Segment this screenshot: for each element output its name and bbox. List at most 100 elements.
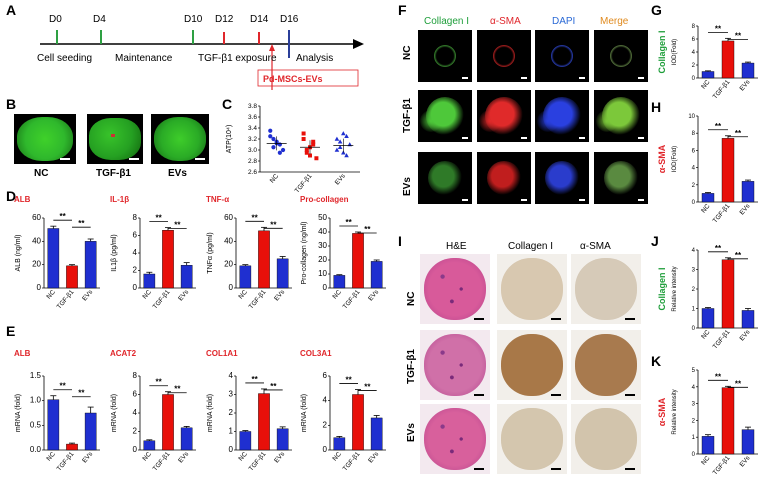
y-tick-label: 10 bbox=[318, 269, 327, 278]
data-point bbox=[304, 148, 309, 152]
y-tick-label: 40 bbox=[224, 236, 233, 245]
x-tick-label: EVs bbox=[367, 450, 381, 464]
phase-label: Analysis bbox=[296, 53, 333, 64]
panel-label-e: E bbox=[6, 323, 16, 339]
y-tick-label: 10 bbox=[688, 114, 695, 120]
y-axis-label: IOD(Fold) bbox=[672, 146, 678, 172]
data-point bbox=[344, 133, 349, 139]
y-tick-label: 2 bbox=[133, 266, 138, 275]
y-tick-label: 3 bbox=[692, 268, 696, 274]
bar bbox=[721, 40, 735, 79]
bar bbox=[143, 273, 156, 289]
data-point bbox=[280, 147, 286, 153]
y-tick-label: 4 bbox=[229, 371, 234, 380]
panel-label-d: D bbox=[6, 188, 17, 204]
y-tick-label: 8 bbox=[692, 24, 696, 30]
y-tick-label: 20 bbox=[318, 255, 327, 264]
day-label: D14 bbox=[250, 14, 269, 25]
bar bbox=[721, 138, 735, 203]
sig-mark: ** bbox=[60, 382, 67, 391]
y-tick-label: 3.8 bbox=[248, 103, 257, 110]
y-tick-label: 4 bbox=[692, 166, 696, 172]
y-tick-label: 3 bbox=[229, 390, 234, 399]
x-tick-label: NC bbox=[700, 329, 712, 341]
bar bbox=[84, 241, 97, 289]
bar bbox=[239, 431, 252, 451]
x-tick-label: TGF-β1 bbox=[342, 288, 362, 310]
histology-image bbox=[420, 404, 490, 474]
y-tick-label: 6 bbox=[133, 231, 138, 240]
y-tick-label: 8 bbox=[133, 371, 138, 380]
histology-image bbox=[497, 404, 567, 474]
histology-image bbox=[571, 330, 641, 400]
bar bbox=[741, 181, 755, 203]
group-label: NC bbox=[34, 168, 49, 179]
bar bbox=[370, 261, 383, 289]
histo-column-label: α-SMA bbox=[580, 241, 611, 252]
chart-title: ALB bbox=[14, 195, 31, 204]
y-axis-label: mRNA (fold) bbox=[111, 394, 118, 432]
x-tick-label: TGF-β1 bbox=[56, 288, 76, 310]
sig-mark: ** bbox=[715, 244, 722, 253]
procollagen-chart: Pro-collagen Pro-collagen (ng/ml) 0 10 20 30 4… bbox=[300, 195, 386, 311]
y-tick-label: 1 bbox=[229, 427, 234, 436]
y-tick-label: 8 bbox=[692, 131, 696, 137]
y-tick-label: 0 bbox=[229, 283, 234, 292]
bar bbox=[352, 233, 364, 289]
y-axis-label: mRNA (fold) bbox=[15, 394, 22, 432]
data-point bbox=[341, 131, 346, 136]
bar bbox=[239, 265, 252, 289]
chart-title: IL-1β bbox=[110, 195, 129, 204]
x-tick-label: EVs bbox=[273, 450, 287, 464]
x-tick-label: TGF-β1 bbox=[342, 450, 362, 472]
bar bbox=[180, 265, 193, 289]
bar bbox=[721, 259, 735, 329]
y-tick-label: 0 bbox=[692, 76, 696, 82]
y-tick-label: 0 bbox=[133, 445, 138, 454]
collagen-iod-chart: Collagen I IOD(Fold) 0 2 4 6 8 NC TGF-β1 EVs ** ** bbox=[657, 24, 758, 98]
panel-label-a: A bbox=[6, 2, 17, 18]
x-tick-label: TGF-β1 bbox=[712, 202, 732, 224]
sig-mark: ** bbox=[270, 382, 277, 391]
sig-mark: ** bbox=[270, 220, 277, 229]
if-image bbox=[418, 30, 472, 82]
x-tick-label: NC bbox=[237, 289, 249, 301]
if-image bbox=[535, 152, 589, 204]
asma-iod-chart: α-SMA IOD(Fold) 0 2 4 6 8 10 NC TGF-β1 EVs ** ** bbox=[657, 114, 758, 225]
data-point bbox=[277, 150, 282, 155]
day-label: D10 bbox=[184, 14, 203, 25]
if-row-label: EVs bbox=[402, 177, 413, 196]
x-tick-label: EVs bbox=[81, 450, 95, 464]
timeline-diagram: D0 D4 D10 D12 D14 D16 Cell seeding Maint… bbox=[37, 14, 364, 90]
sig-mark: ** bbox=[156, 214, 163, 223]
histo-row-label: EVs bbox=[406, 423, 417, 442]
x-tick-label: TGF-β1 bbox=[152, 288, 172, 310]
y-axis-label: Relative intensity bbox=[672, 389, 678, 434]
sig-mark: ** bbox=[78, 219, 85, 228]
x-tick-label: EVs bbox=[177, 288, 191, 302]
x-tick-label: EVs bbox=[177, 450, 191, 464]
sig-mark: ** bbox=[364, 225, 371, 234]
panel-label-h: H bbox=[651, 99, 662, 115]
x-tick-label: NC bbox=[331, 289, 343, 301]
x-tick-label: EVs bbox=[739, 454, 753, 468]
y-tick-label: 3.4 bbox=[248, 125, 257, 132]
if-image bbox=[594, 30, 648, 82]
sig-mark: ** bbox=[715, 372, 722, 381]
y-tick-label: 30 bbox=[318, 241, 327, 250]
x-tick-label: NC bbox=[141, 289, 153, 301]
y-tick-label: 40 bbox=[318, 227, 327, 236]
x-tick-label: NC bbox=[700, 455, 712, 467]
bar bbox=[66, 443, 78, 451]
bar bbox=[352, 394, 364, 451]
bar bbox=[162, 230, 174, 289]
y-tick-label: 2.8 bbox=[248, 158, 257, 165]
y-tick-label: 0.0 bbox=[30, 445, 42, 454]
bar bbox=[276, 258, 289, 289]
organoid-image-nc bbox=[14, 114, 76, 164]
y-tick-label: 4 bbox=[323, 396, 328, 405]
sig-mark: ** bbox=[715, 122, 722, 131]
chart-title: Pro-collagen bbox=[300, 195, 349, 204]
data-point bbox=[271, 145, 276, 150]
